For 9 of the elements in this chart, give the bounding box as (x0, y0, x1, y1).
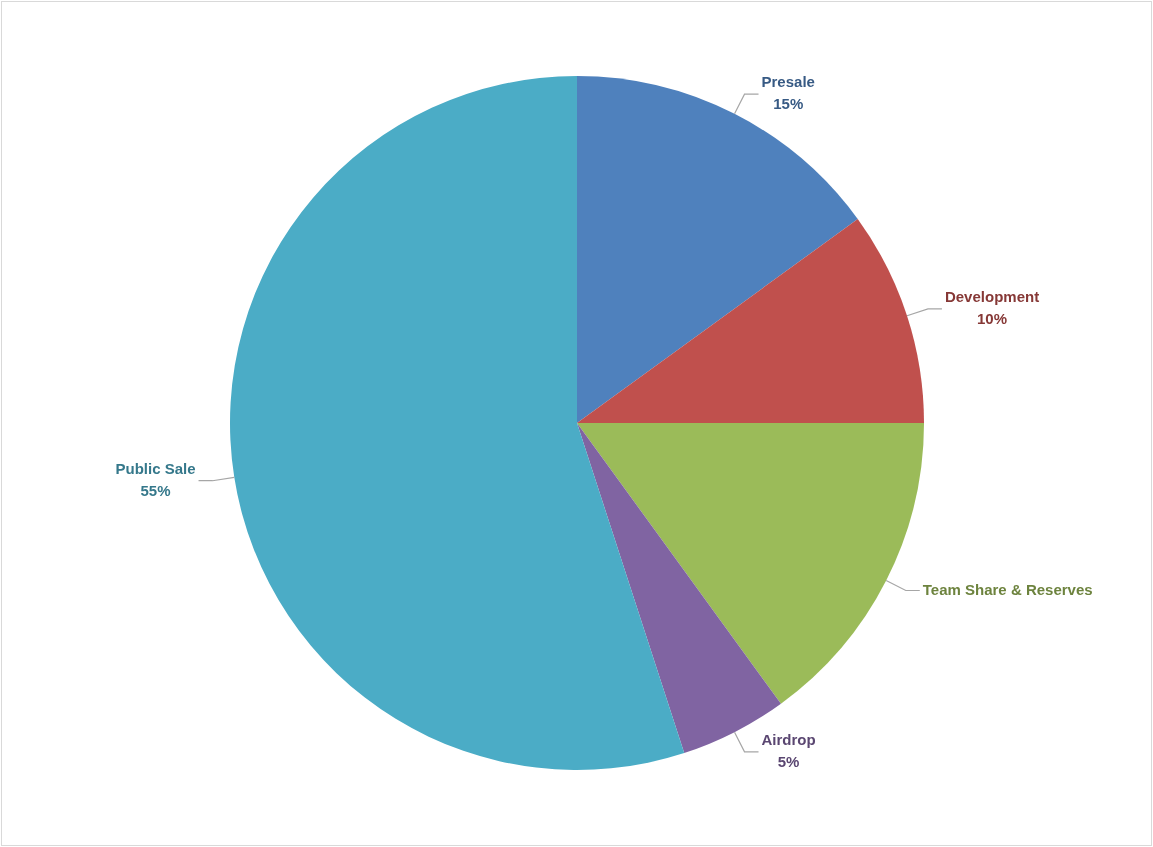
data-label: 5% (777, 752, 800, 770)
data-label: 55% (140, 481, 171, 499)
data-label: 15% (773, 95, 804, 113)
slice-label: Development (944, 288, 1040, 306)
slice-label: Public Sale (115, 459, 196, 477)
data-label: 10% (977, 310, 1008, 328)
slice-label: Airdrop (761, 730, 816, 748)
slice-label: Presale (761, 73, 815, 91)
slice-label: Team Share & Reserves (922, 580, 1093, 598)
